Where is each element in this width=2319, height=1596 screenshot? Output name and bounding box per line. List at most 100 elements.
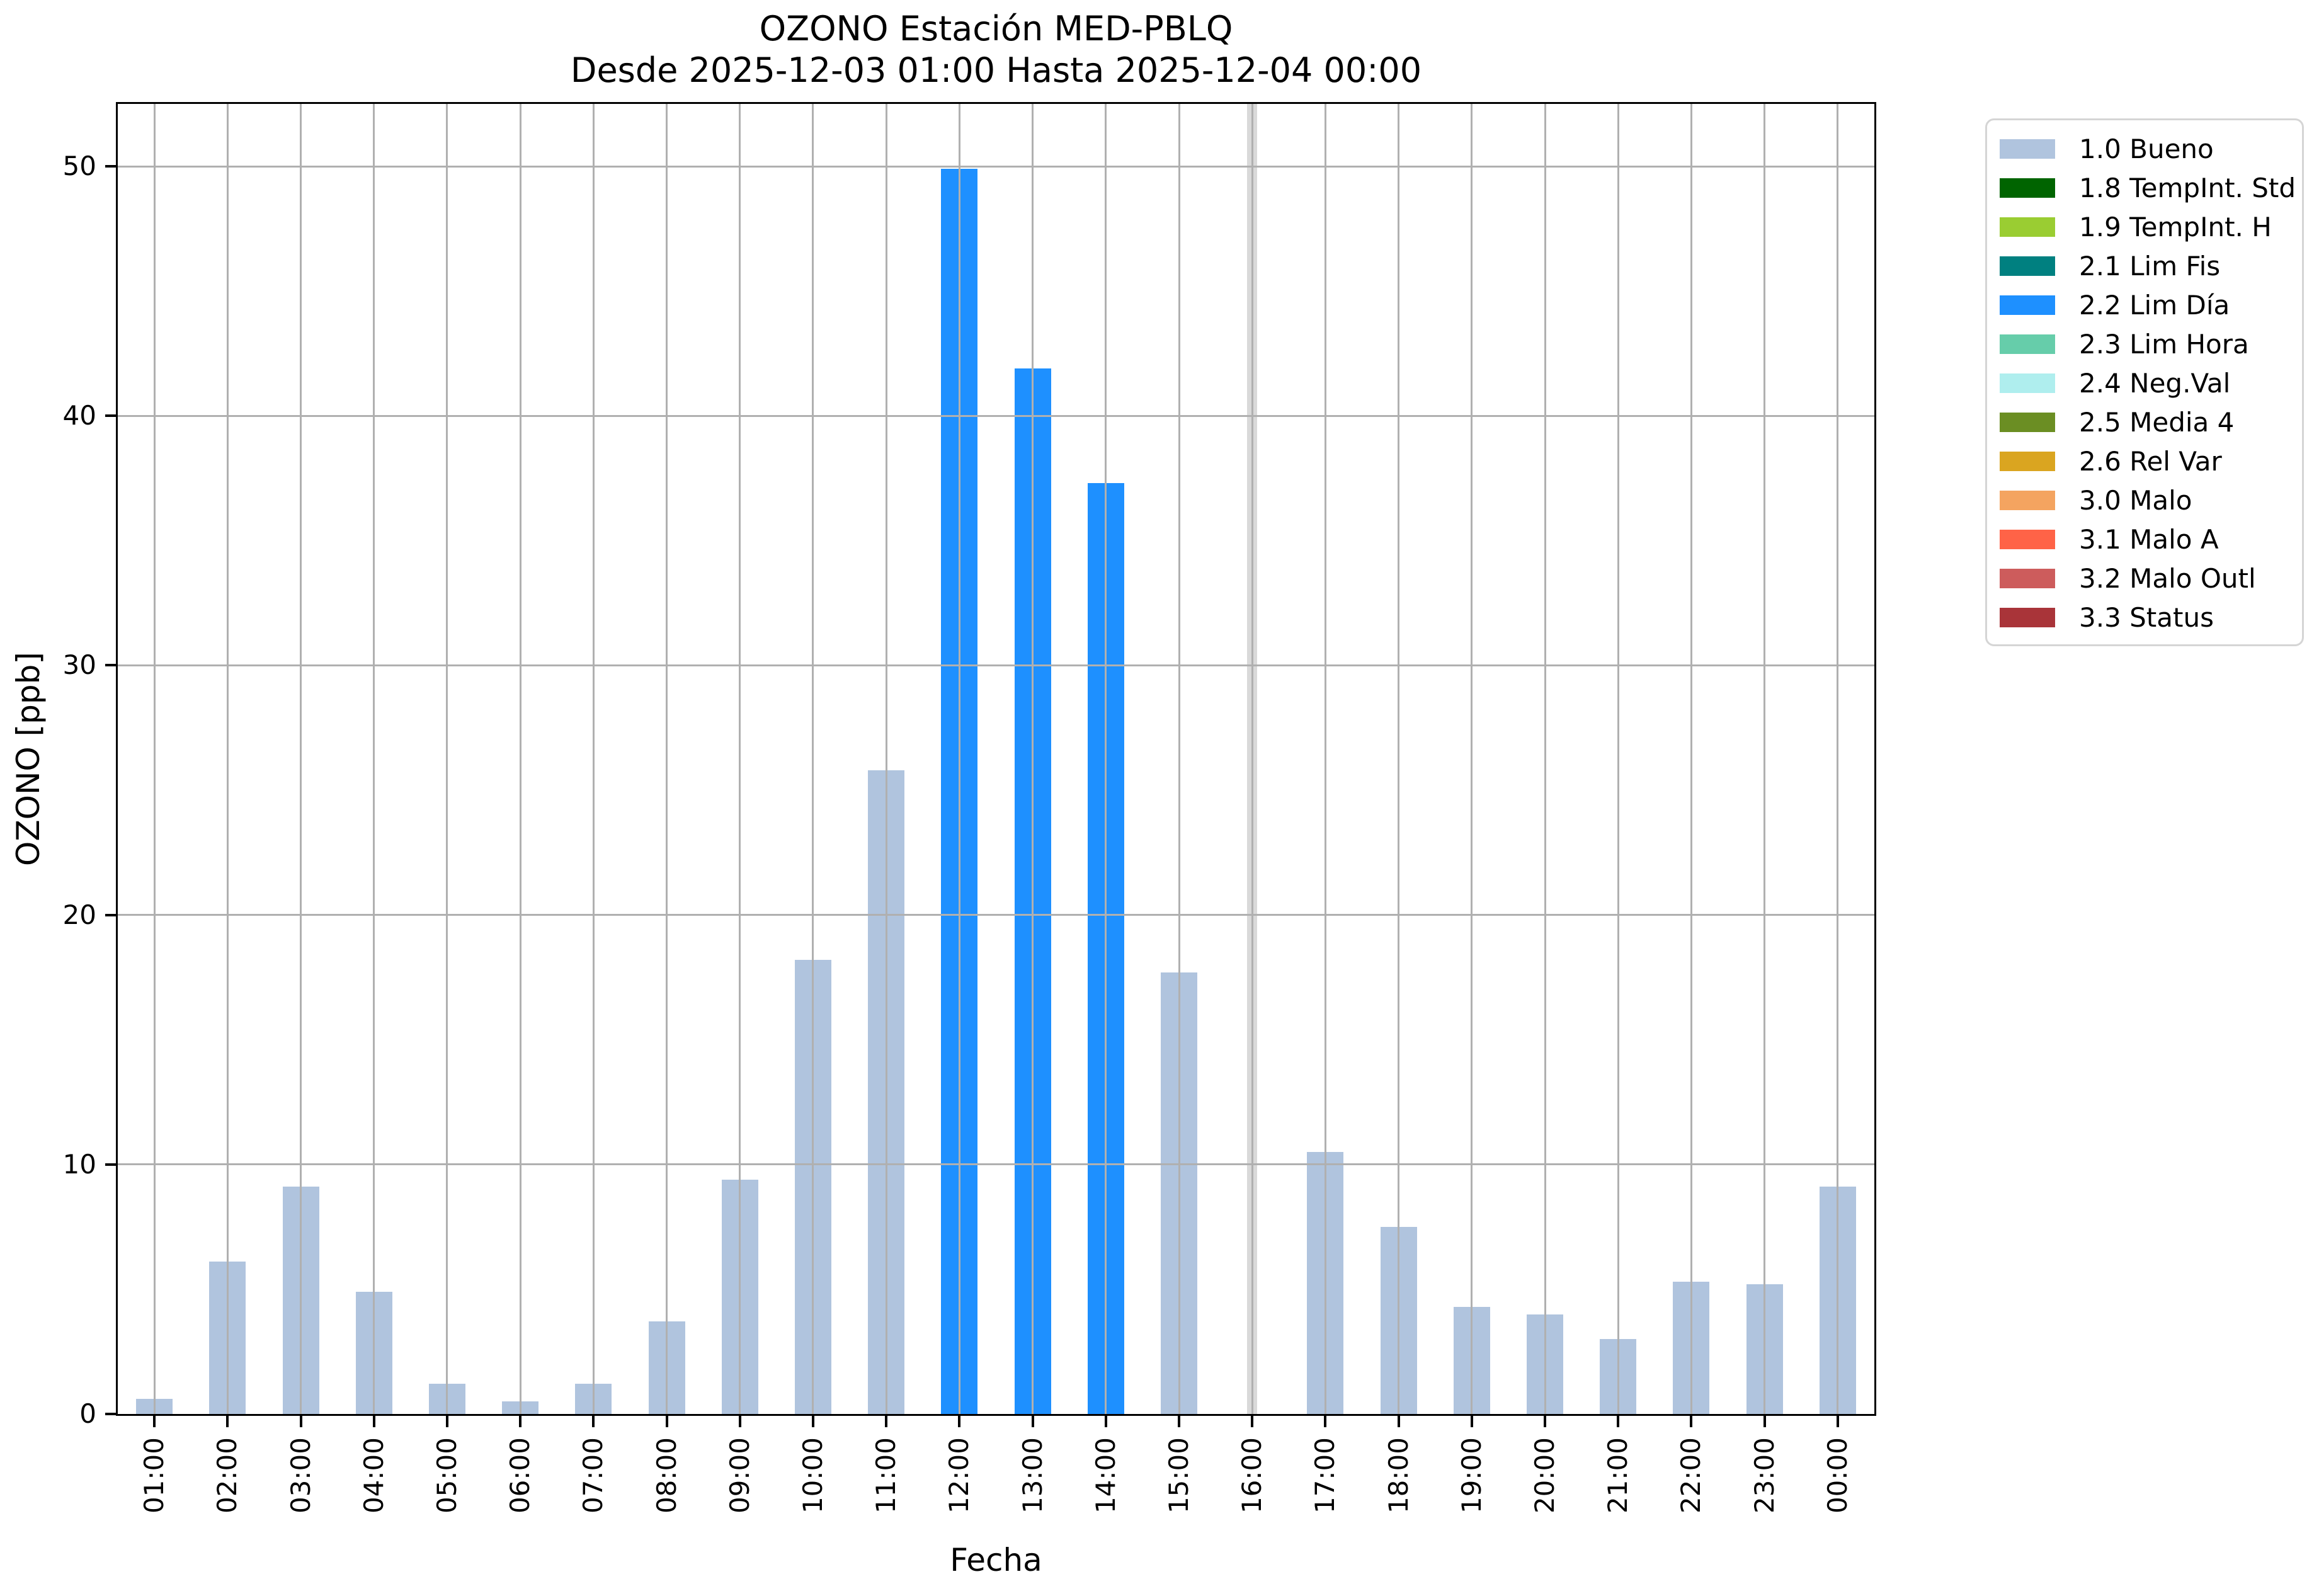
x-tick-label: 21:00 (1602, 1437, 1634, 1514)
y-tick (105, 1163, 118, 1166)
x-tick (592, 1416, 595, 1427)
x-tick-label: 18:00 (1382, 1437, 1414, 1514)
x-tick (226, 1416, 229, 1427)
x-tick (665, 1416, 668, 1427)
vertical-gridline (666, 104, 668, 1414)
vertical-gridline (885, 104, 887, 1414)
y-tick-label: 20 (62, 899, 96, 930)
x-tick-label: 17:00 (1309, 1437, 1341, 1514)
legend-item-2.2: 2.2 Lim Día (1987, 285, 2302, 324)
x-tick-label: 05:00 (431, 1437, 462, 1514)
vertical-gridline (1837, 104, 1839, 1414)
x-tick (372, 1416, 375, 1427)
vertical-gridline (1178, 104, 1180, 1414)
legend-label: 3.2 Malo Outl (2079, 562, 2256, 594)
vertical-gridline (1690, 104, 1692, 1414)
legend-swatch-3.3 (2000, 607, 2055, 627)
y-tick (105, 664, 118, 667)
legend-swatch-1.0 (2000, 139, 2055, 159)
chart-title: OZONO Estación MED-PBLQ (759, 9, 1233, 48)
vertical-gridline (373, 104, 375, 1414)
horizontal-gridline (118, 414, 1874, 417)
y-axis-label: OZONO [ppb] (10, 652, 47, 866)
vertical-gridline (958, 104, 960, 1414)
horizontal-gridline (118, 165, 1874, 168)
vertical-gridline (519, 104, 521, 1414)
x-tick-label: 02:00 (212, 1437, 243, 1514)
x-tick (1031, 1416, 1034, 1427)
vertical-gridline (1617, 104, 1619, 1414)
legend-item-2.4: 2.4 Neg.Val (1987, 363, 2302, 402)
legend-label: 2.2 Lim Día (2079, 289, 2230, 321)
legend-swatch-3.1 (2000, 529, 2055, 549)
x-tick-label: 22:00 (1675, 1437, 1707, 1514)
x-tick (1763, 1416, 1766, 1427)
x-tick (811, 1416, 814, 1427)
x-axis-label: Fecha (950, 1542, 1042, 1578)
x-tick (299, 1416, 302, 1427)
x-tick-label: 00:00 (1821, 1437, 1853, 1514)
x-tick (1178, 1416, 1181, 1427)
y-tick (105, 913, 118, 916)
x-tick-label: 16:00 (1236, 1437, 1268, 1514)
x-tick (1836, 1416, 1839, 1427)
horizontal-gridline (118, 914, 1874, 916)
x-tick-label: 09:00 (724, 1437, 755, 1514)
x-tick (445, 1416, 448, 1427)
vertical-gridline (1398, 104, 1400, 1414)
x-tick-label: 14:00 (1090, 1437, 1121, 1514)
legend-swatch-2.1 (2000, 256, 2055, 276)
x-tick-label: 23:00 (1748, 1437, 1780, 1514)
x-tick (738, 1416, 741, 1427)
legend-label: 2.5 Media 4 (2079, 406, 2235, 438)
legend-item-2.1: 2.1 Lim Fis (1987, 246, 2302, 285)
legend-label: 3.0 Malo (2079, 484, 2192, 516)
legend-item-2.5: 2.5 Media 4 (1987, 402, 2302, 442)
legend-item-2.6: 2.6 Rel Var (1987, 442, 2302, 481)
legend-label: 2.4 Neg.Val (2079, 367, 2231, 399)
x-tick-label: 07:00 (578, 1437, 609, 1514)
legend-label: 2.6 Rel Var (2079, 445, 2222, 477)
legend-label: 2.1 Lim Fis (2079, 250, 2221, 282)
legend-item-3.3: 3.3 Status (1987, 598, 2302, 637)
x-tick (1690, 1416, 1693, 1427)
legend-swatch-2.6 (2000, 451, 2055, 471)
horizontal-gridline (118, 664, 1874, 666)
legend: 1.0 Bueno 1.8 TempInt. Std 1.9 TempInt. H 2… (1985, 118, 2304, 646)
x-tick (519, 1416, 522, 1427)
plot-area (116, 102, 1876, 1416)
legend-swatch-1.8 (2000, 178, 2055, 198)
vertical-gridline (812, 104, 814, 1414)
vertical-gridline (1105, 104, 1107, 1414)
x-tick (1617, 1416, 1620, 1427)
vertical-gridline (1324, 104, 1326, 1414)
vertical-gridline (446, 104, 448, 1414)
vertical-gridline (1471, 104, 1473, 1414)
legend-swatch-3.0 (2000, 490, 2055, 510)
vertical-gridline (1763, 104, 1766, 1414)
legend-label: 1.0 Bueno (2079, 133, 2214, 164)
legend-label: 3.1 Malo A (2079, 523, 2219, 555)
y-tick-label: 50 (62, 151, 96, 182)
x-tick-label: 12:00 (943, 1437, 975, 1514)
x-tick-label: 08:00 (651, 1437, 682, 1514)
legend-swatch-2.4 (2000, 373, 2055, 393)
legend-swatch-3.2 (2000, 568, 2055, 588)
legend-item-2.3: 2.3 Lim Hora (1987, 324, 2302, 363)
legend-label: 2.3 Lim Hora (2079, 328, 2249, 360)
legend-label: 1.8 TempInt. Std (2079, 172, 2296, 203)
legend-swatch-1.9 (2000, 217, 2055, 237)
y-tick-label: 0 (79, 1398, 96, 1429)
legend-item-3.0: 3.0 Malo (1987, 481, 2302, 520)
x-tick-label: 01:00 (139, 1437, 170, 1514)
x-tick (1251, 1416, 1254, 1427)
chart-subtitle: Desde 2025-12-03 01:00 Hasta 2025-12-04 … (570, 50, 1422, 90)
y-tick (105, 414, 118, 418)
x-tick (1544, 1416, 1547, 1427)
y-tick-label: 30 (62, 649, 96, 681)
x-tick-label: 13:00 (1017, 1437, 1048, 1514)
y-tick (105, 165, 118, 168)
legend-label: 1.9 TempInt. H (2079, 211, 2272, 242)
legend-item-1.8: 1.8 TempInt. Std (1987, 168, 2302, 207)
